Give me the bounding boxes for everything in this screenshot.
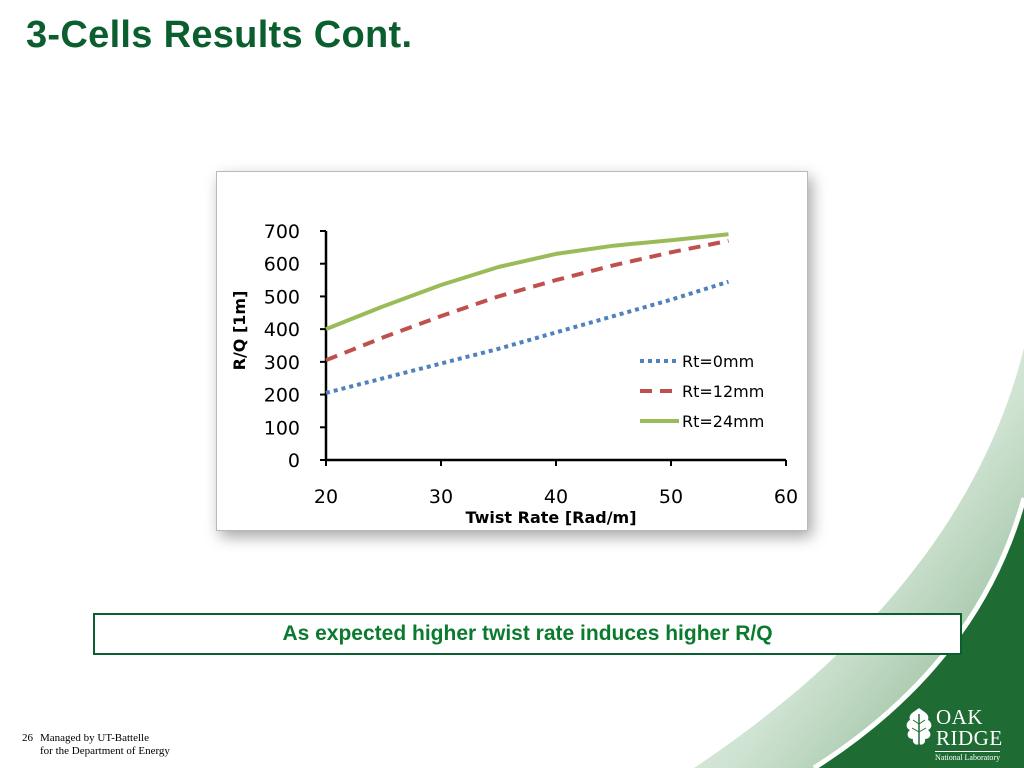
legend-label: Rt=24mm [682, 412, 764, 431]
logo-oak: OAK [936, 705, 983, 729]
page-number: 26 [22, 732, 33, 744]
series-line-rt-0mm [325, 279, 730, 395]
footer-managed-by: Managed by UT-Battelle [40, 732, 149, 744]
logo-ridge: RIDGE [936, 726, 1003, 750]
series-line-rt-24mm [325, 232, 729, 331]
x-tick-label: 40 [544, 486, 568, 508]
series-lines [325, 232, 730, 395]
y-axis-ticks: 0 100 200 300 400 500 600 700 [264, 221, 326, 472]
footer-department: for the Department of Energy [40, 745, 170, 757]
rq-line-chart: 0 100 200 300 400 500 600 700 20 30 40 50 60 Rt=0mm… [230, 221, 798, 527]
y-tick-label: 100 [264, 417, 300, 439]
x-tick-label: 50 [659, 486, 683, 508]
y-tick-label: 0 [288, 450, 300, 472]
chart-legend: Rt=0mm Rt=12mm Rt=24mm [640, 352, 764, 431]
x-tick-label: 30 [429, 486, 453, 508]
x-tick-label: 20 [314, 486, 338, 508]
logo-national-laboratory: National Laboratory [935, 751, 1001, 762]
y-tick-label: 200 [264, 385, 300, 407]
x-axis-label: Twist Rate [Rad/m] [465, 508, 636, 527]
chart-frame: 0 100 200 300 400 500 600 700 20 30 40 50 60 Rt=0mm… [216, 171, 808, 531]
y-axis-label: R/Q [1m] [230, 291, 249, 371]
x-axis-ticks: 20 30 40 50 60 [314, 460, 798, 508]
y-tick-label: 300 [264, 352, 300, 374]
y-tick-label: 400 [264, 319, 300, 341]
conclusion-callout: As expected higher twist rate induces hi… [93, 613, 962, 655]
legend-label: Rt=0mm [682, 352, 754, 371]
legend-label: Rt=12mm [682, 382, 764, 401]
slide-title: 3-Cells Results Cont. [26, 14, 413, 56]
oak-leaf-icon [906, 708, 932, 751]
x-tick-label: 60 [774, 486, 798, 508]
y-tick-label: 700 [264, 221, 300, 243]
callout-text: As expected higher twist rate induces hi… [282, 622, 773, 645]
y-tick-label: 500 [264, 286, 300, 308]
y-tick-label: 600 [264, 254, 300, 276]
ornl-logo: OAK RIDGE National Laboratory [904, 704, 1020, 764]
